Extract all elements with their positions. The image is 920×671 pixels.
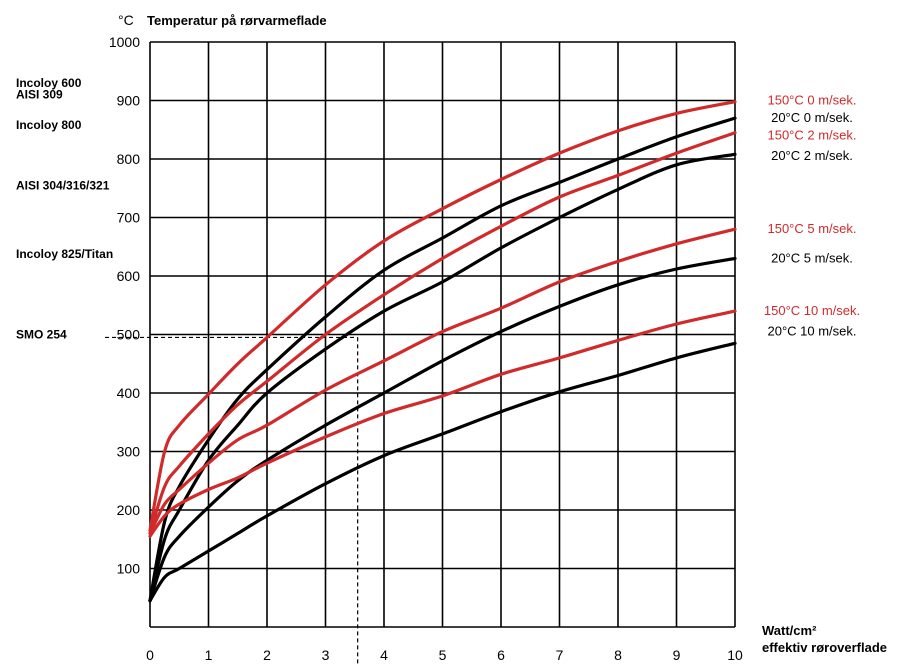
x-axis-label: Watt/cm²: [762, 623, 817, 638]
series-line: [148, 309, 737, 538]
y-tick-label: 300: [117, 444, 141, 460]
y-tick-label: 900: [117, 93, 141, 109]
y-tick-label: 800: [117, 151, 141, 167]
series-label: 20°C 2 m/sek.: [771, 148, 853, 163]
x-tick-label: 1: [205, 647, 213, 663]
series-label: 150°C 2 m/sek.: [767, 128, 856, 143]
series-line: [148, 256, 737, 603]
material-label: Incoloy 600: [16, 76, 82, 90]
series-label: 20°C 0 m/sek.: [771, 110, 853, 125]
x-tick-label: 8: [614, 647, 622, 663]
x-axis-label-line2: effektiv røroverflade: [762, 640, 887, 655]
series-label: 150°C 0 m/sek.: [767, 93, 856, 108]
y-tick-label: 700: [117, 210, 141, 226]
x-tick-label: 6: [497, 647, 505, 663]
y-tick-label: 600: [117, 268, 141, 284]
x-tick-label: 3: [322, 647, 330, 663]
x-tick-label: 2: [263, 647, 271, 663]
series-labels: 150°C 0 m/sek. 20°C 0 m/sek. 150°C 2 m/sek…: [764, 93, 860, 339]
series-lines: [148, 100, 737, 603]
y-tick-label: 500: [117, 327, 141, 343]
series-label: 20°C 10 m/sek.: [767, 324, 856, 339]
x-tick-label: 10: [727, 647, 743, 663]
y-tick-label: 400: [117, 385, 141, 401]
grid: [149, 41, 736, 628]
series-line: [148, 131, 737, 535]
y-tick-label: 200: [117, 502, 141, 518]
series-line: [148, 341, 737, 603]
y-axis-unit: °C: [118, 12, 134, 28]
series-line: [148, 100, 737, 533]
series-label: 150°C 10 m/sek.: [764, 303, 860, 318]
series-line: [148, 227, 737, 535]
material-label: Incoloy 800: [16, 118, 82, 132]
x-tick-label: 9: [673, 647, 681, 663]
x-tick-label: 0: [146, 647, 154, 663]
material-label: AISI 309: [16, 88, 63, 102]
y-tick-labels: 100 200 300 400 500 600 700 800 900 1000: [109, 34, 140, 577]
reference-lines: [105, 336, 359, 665]
material-label: Incoloy 825/Titan: [16, 247, 113, 261]
x-tick-label: 7: [556, 647, 564, 663]
chart-title: Temperatur på rørvarmeflade: [147, 13, 327, 28]
x-tick-label: 4: [380, 647, 388, 663]
material-label: AISI 304/316/321: [16, 178, 110, 192]
x-tick-label: 5: [439, 647, 447, 663]
series-line: [148, 116, 737, 603]
y-tick-label: 100: [117, 561, 141, 577]
y-tick-label: 1000: [109, 34, 140, 50]
series-label: 150°C 5 m/sek.: [767, 221, 856, 236]
x-tick-labels: 0 1 2 3 4 5 6 7 8 9 10: [146, 647, 743, 663]
material-label: SMO 254: [16, 328, 67, 342]
series-label: 20°C 5 m/sek.: [771, 250, 853, 265]
